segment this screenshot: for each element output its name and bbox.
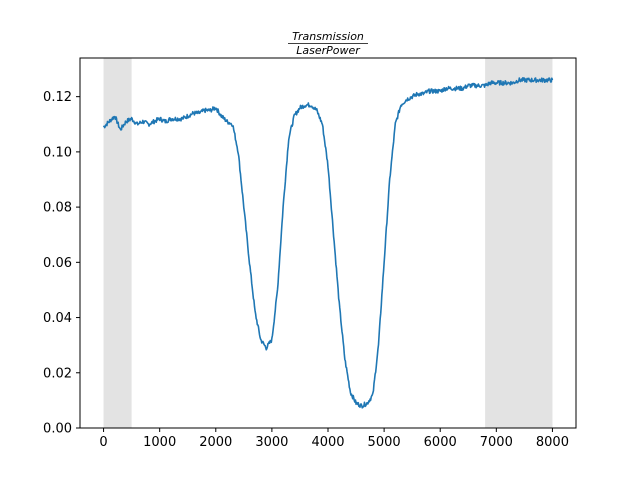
y-tick-label: 0.06 — [43, 256, 72, 271]
x-tick-label: 4000 — [311, 435, 344, 450]
x-tick-label: 2000 — [199, 435, 232, 450]
title-numerator: Transmission — [292, 30, 364, 43]
title-denominator: LaserPower — [296, 44, 361, 57]
x-tick-label: 1000 — [143, 435, 176, 450]
y-tick-label: 0.10 — [43, 145, 72, 160]
y-tick-label: 0.12 — [43, 90, 72, 105]
shaded-region-1 — [485, 58, 553, 428]
y-axis: 0.00 0.02 0.04 0.06 0.08 0.10 0.12 — [43, 90, 80, 437]
x-tick-label: 7000 — [480, 435, 513, 450]
shaded-regions — [103, 58, 553, 428]
y-tick-label: 0.00 — [43, 422, 72, 437]
x-tick-label: 8000 — [536, 435, 569, 450]
y-tick-label: 0.08 — [43, 201, 72, 216]
x-axis: 0 1000 2000 3000 4000 5000 6000 7000 8000 — [99, 428, 569, 450]
shaded-region-0 — [103, 58, 132, 428]
y-tick-label: 0.04 — [43, 311, 72, 326]
x-tick-label: 6000 — [424, 435, 457, 450]
series-lines — [102, 77, 554, 409]
x-tick-label: 3000 — [255, 435, 288, 450]
chart-title: Transmission LaserPower — [288, 30, 368, 57]
series-line-0 — [102, 77, 554, 409]
x-tick-label: 5000 — [368, 435, 401, 450]
y-tick-label: 0.02 — [43, 366, 72, 381]
x-tick-label: 0 — [99, 435, 107, 450]
